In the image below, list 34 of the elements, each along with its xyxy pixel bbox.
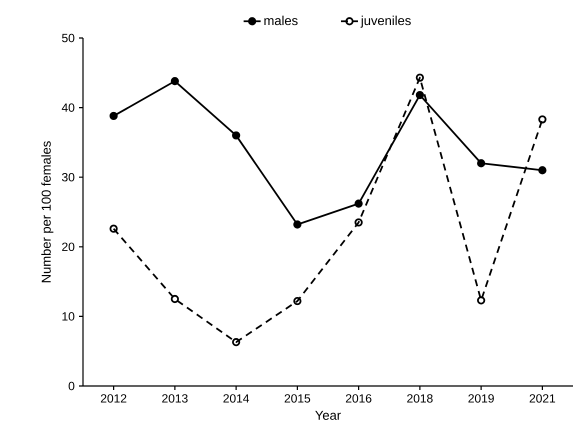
point [170,77,179,86]
y-tick-label: 10 [62,312,74,321]
point [293,220,302,229]
point [110,224,118,233]
point [538,115,546,124]
x-tick-label: 2019 [468,394,494,403]
point [477,159,486,168]
y-tick-label: 50 [62,34,74,42]
point [232,338,240,346]
x-tick-label: 2012 [100,394,126,403]
point [232,131,240,140]
x-axis-title: Year [315,410,341,420]
x-tick-label: 2014 [223,394,250,403]
point [293,296,302,306]
x-tick-label: 2021 [530,394,556,403]
y-tick-label: 20 [62,242,74,252]
point [354,218,363,227]
point [416,74,424,82]
x-tick-label: 2013 [162,394,188,403]
y-tick-label: 40 [62,103,74,112]
y-tick-label: 30 [62,172,74,182]
point [170,294,179,304]
x-tick-label: 2015 [284,394,310,403]
y-axis-title: Number per 100 females [41,141,54,282]
point [416,90,424,100]
x-tick-label: 2016 [346,394,372,403]
x-tick-label: 2018 [407,394,433,403]
point [477,296,486,304]
point [354,200,363,208]
point [110,112,118,120]
y-tick-label: 0 [68,382,74,390]
legend-label: juveniles [360,16,411,28]
point [538,166,546,174]
legend-label: males [264,16,298,26]
